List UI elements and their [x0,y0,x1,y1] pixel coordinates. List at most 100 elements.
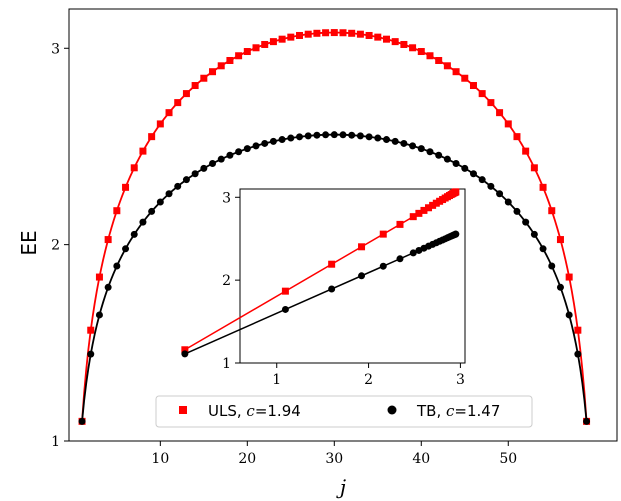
data-point-uls [461,74,469,82]
data-point-tb [356,132,364,140]
inset-point-uls [452,188,460,196]
x-axis-label: j [336,475,346,499]
data-point-uls [374,33,382,41]
data-point-tb [461,164,469,172]
data-point-uls [330,29,338,37]
data-point-tb [382,136,390,144]
data-point-uls [435,56,443,64]
data-point-uls [287,33,295,41]
data-point-tb [209,160,217,168]
data-point-tb [269,137,277,145]
data-point-tb [556,283,564,291]
data-point-tb [200,164,208,172]
y-tick-label: 1 [51,434,60,450]
data-point-tb [443,155,451,163]
data-point-tb [243,145,251,153]
data-point-uls [452,68,460,76]
data-point-uls [130,164,138,172]
data-point-uls [174,99,182,107]
data-point-uls [209,68,217,76]
data-point-tb [469,170,477,178]
data-point-uls [348,29,356,37]
inset-point-tb [328,285,336,293]
data-point-uls [191,82,199,90]
data-point-tb [478,176,486,184]
data-point-tb [365,133,373,141]
data-point-uls [87,326,95,334]
data-point-tb [435,151,443,159]
data-point-tb [113,262,121,270]
legend-frame [155,395,533,428]
inset-point-tb [281,305,289,313]
inset-x-tick-label: 1 [272,372,281,388]
data-point-tb [530,230,538,238]
data-point-tb [374,134,382,142]
data-point-uls [487,99,495,107]
data-point-uls [200,74,208,82]
data-point-tb [252,142,260,150]
inset-point-uls [281,287,289,295]
inset-series-group [181,188,460,358]
data-point-uls [365,31,373,39]
x-tick-label: 20 [238,451,256,467]
data-point-uls [243,48,251,56]
data-point-uls [409,44,417,52]
x-tick-label: 10 [151,451,169,467]
x-tick-label: 50 [499,451,517,467]
data-point-uls [261,40,269,48]
y-tick-label: 3 [51,41,60,57]
legend-marker-uls [179,406,187,414]
data-point-tb [304,132,312,140]
data-point-tb [165,190,173,198]
data-point-tb [148,207,156,215]
data-point-tb [235,148,243,156]
data-point-uls [574,326,582,334]
data-point-tb [322,131,330,139]
data-point-tb [565,311,573,319]
data-point-uls [565,273,573,281]
inset-x-tick-label: 2 [364,372,373,388]
data-point-uls [391,38,399,46]
data-point-tb [156,198,164,206]
data-point-uls [504,120,512,128]
data-point-uls [156,120,164,128]
data-point-tb [261,139,269,147]
data-point-tb [339,131,347,139]
inset-point-uls [181,346,189,354]
inset-point-tb [396,255,404,263]
data-point-uls [104,236,112,244]
legend-marker-tb [387,405,397,415]
data-point-tb [191,170,199,178]
data-point-uls [122,183,130,191]
inset-point-uls [396,220,404,228]
inset-plot-area: 1 2 3 1 2 3 [181,188,466,388]
data-point-tb [87,350,95,358]
data-point-tb [539,245,547,253]
data-point-tb [574,350,582,358]
data-point-tb [226,151,234,159]
inset-point-tb [452,230,460,238]
data-point-tb [409,142,417,150]
data-point-tb [496,190,504,198]
data-point-uls [443,62,451,70]
inset-point-uls [425,204,433,212]
y-tick-label: 2 [51,238,60,254]
inset-x-tick-label: 3 [456,372,465,388]
data-point-uls [469,82,477,90]
data-point-uls [269,38,277,46]
data-point-uls [339,29,347,37]
data-point-tb [130,230,138,238]
data-point-uls [313,29,321,37]
data-point-tb [487,182,495,190]
data-point-tb [348,131,356,139]
inset-point-tb [358,272,366,280]
data-point-tb [278,136,286,144]
data-point-tb [139,218,147,226]
data-point-tb [330,131,338,139]
data-point-uls [252,44,260,52]
inset-point-uls [358,243,366,251]
data-point-uls [304,30,312,38]
legend-label-tb: TB, c=1.47 [416,402,500,420]
inset-point-uls [420,206,428,214]
